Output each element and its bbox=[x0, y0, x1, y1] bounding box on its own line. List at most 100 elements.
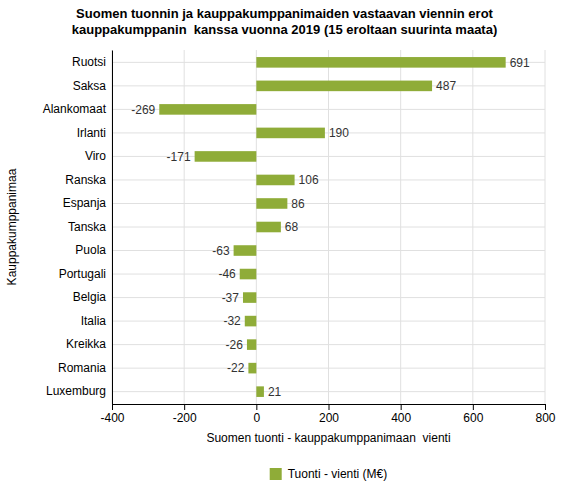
y-axis: Luxemburg Romania Kreikka Italia Belgia Portu… bbox=[43, 51, 113, 405]
y-tick: Ranska bbox=[65, 173, 112, 187]
data-label: 106 bbox=[299, 173, 319, 187]
data-label: 21 bbox=[268, 385, 282, 399]
y-tick: Puola bbox=[75, 243, 112, 257]
y-tick: Italia bbox=[81, 314, 112, 328]
y-tick-label: Viro bbox=[85, 149, 106, 163]
x-axis: -400 -200 0 200 400 600 800 bbox=[100, 404, 555, 425]
x-tick-mark bbox=[112, 404, 113, 410]
bar bbox=[256, 81, 432, 92]
x-tick-mark bbox=[545, 404, 546, 410]
grid-line-y bbox=[112, 250, 545, 251]
x-axis-line bbox=[113, 405, 546, 411]
title: Suomen tuonnin ja kauppakumppanimaiden v… bbox=[72, 6, 498, 37]
data-label: -22 bbox=[227, 361, 245, 375]
bar bbox=[256, 57, 505, 68]
bar bbox=[159, 104, 256, 115]
x-tick-mark bbox=[473, 404, 474, 410]
legend: Tuonti - vienti (M€) bbox=[270, 467, 388, 481]
x-tick-mark bbox=[256, 404, 257, 410]
y-tick-label: Irlanti bbox=[77, 126, 106, 140]
y-axis-line bbox=[112, 51, 113, 405]
plot-area: -400 -200 0 200 400 600 800 Luxemburg Romania Kre… bbox=[43, 50, 556, 425]
bar bbox=[256, 386, 264, 397]
y-tick-label: Kreikka bbox=[66, 337, 106, 351]
x-tick: 400 bbox=[391, 404, 411, 425]
data-label: 691 bbox=[510, 56, 530, 70]
bar bbox=[256, 175, 294, 186]
grid-line-y bbox=[112, 391, 545, 392]
x-axis-title: Suomen tuonti - kauppakumppanimaan vient… bbox=[206, 431, 450, 445]
y-tick-label: Alankomaat bbox=[43, 102, 107, 116]
grid-line-y bbox=[112, 179, 545, 180]
grid-line-y bbox=[112, 203, 545, 204]
grid-line-y bbox=[112, 227, 545, 228]
legend-swatch bbox=[270, 468, 282, 480]
grid-line-y bbox=[112, 321, 545, 322]
x-tick: 800 bbox=[535, 404, 555, 425]
data-label: -26 bbox=[226, 338, 244, 352]
x-tick-label: -400 bbox=[100, 411, 124, 425]
y-tick-label: Portugali bbox=[59, 267, 106, 281]
x-tick-label: 800 bbox=[535, 411, 555, 425]
x-tick-label: -200 bbox=[173, 411, 197, 425]
x-tick-label: 0 bbox=[253, 411, 260, 425]
bar bbox=[195, 151, 257, 162]
data-label: -171 bbox=[167, 150, 191, 164]
x-tick: 600 bbox=[463, 404, 483, 425]
title-line: kauppakumppanin kanssa vuonna 2019 (15 e… bbox=[72, 22, 498, 37]
grid-line-y bbox=[112, 344, 545, 345]
title-line: Suomen tuonnin ja kauppakumppanimaiden v… bbox=[76, 6, 493, 21]
grid-line-y bbox=[112, 274, 545, 275]
x-tick: -400 bbox=[100, 404, 124, 425]
bar bbox=[234, 245, 257, 256]
grid-line-y bbox=[112, 368, 545, 369]
bar bbox=[256, 222, 281, 233]
bar bbox=[256, 128, 325, 139]
bar bbox=[240, 269, 257, 280]
y-tick: Viro bbox=[85, 149, 112, 163]
x-tick-label: 200 bbox=[319, 411, 339, 425]
y-tick: Romania bbox=[58, 361, 112, 375]
chart-svg: -400 -200 0 200 400 600 800 Luxemburg Romania Kre… bbox=[0, 0, 569, 496]
grid-line-x bbox=[112, 50, 113, 404]
y-tick: Kreikka bbox=[66, 337, 112, 351]
data-label: -63 bbox=[212, 244, 230, 258]
data-label: -269 bbox=[131, 103, 155, 117]
y-tick: Ruotsi bbox=[72, 55, 112, 69]
data-label: 487 bbox=[436, 79, 456, 93]
y-tick: Tanska bbox=[68, 220, 112, 234]
y-tick: Saksa bbox=[73, 79, 112, 93]
y-tick-label: Italia bbox=[81, 314, 107, 328]
y-tick: Luxemburg bbox=[46, 384, 112, 398]
legend-label: Tuonti - vienti (M€) bbox=[288, 467, 388, 481]
y-tick-label: Espanja bbox=[63, 196, 107, 210]
y-tick-label: Belgia bbox=[73, 290, 107, 304]
y-tick: Portugali bbox=[59, 267, 112, 281]
grid bbox=[112, 50, 545, 404]
x-tick-label: 600 bbox=[463, 411, 483, 425]
y-tick: Irlanti bbox=[77, 126, 112, 140]
y-tick: Belgia bbox=[73, 290, 112, 304]
y-tick-label: Luxemburg bbox=[46, 384, 106, 398]
y-tick-label: Ruotsi bbox=[72, 55, 106, 69]
bar bbox=[248, 363, 256, 374]
x-tick-mark bbox=[329, 404, 330, 410]
y-tick-label: Ranska bbox=[65, 173, 106, 187]
y-tick: Alankomaat bbox=[43, 102, 112, 116]
y-tick: Espanja bbox=[63, 196, 112, 210]
data-label: 86 bbox=[291, 197, 305, 211]
data-label: -37 bbox=[222, 291, 240, 305]
bar bbox=[245, 316, 257, 327]
x-tick: -200 bbox=[173, 404, 197, 425]
data-label: -32 bbox=[223, 314, 241, 328]
data-label: 68 bbox=[285, 220, 299, 234]
y-tick-label: Saksa bbox=[73, 79, 107, 93]
x-tick-label: 400 bbox=[391, 411, 411, 425]
bar bbox=[243, 292, 256, 303]
x-tick: 0 bbox=[253, 404, 260, 425]
data-labels: 21-22-26-32-37-46-636886106-171190-26948… bbox=[131, 56, 530, 399]
x-tick-mark bbox=[401, 404, 402, 410]
x-tick: 200 bbox=[319, 404, 339, 425]
bar bbox=[247, 339, 256, 350]
y-axis-title: Kauppakumppanimaa bbox=[5, 168, 19, 285]
